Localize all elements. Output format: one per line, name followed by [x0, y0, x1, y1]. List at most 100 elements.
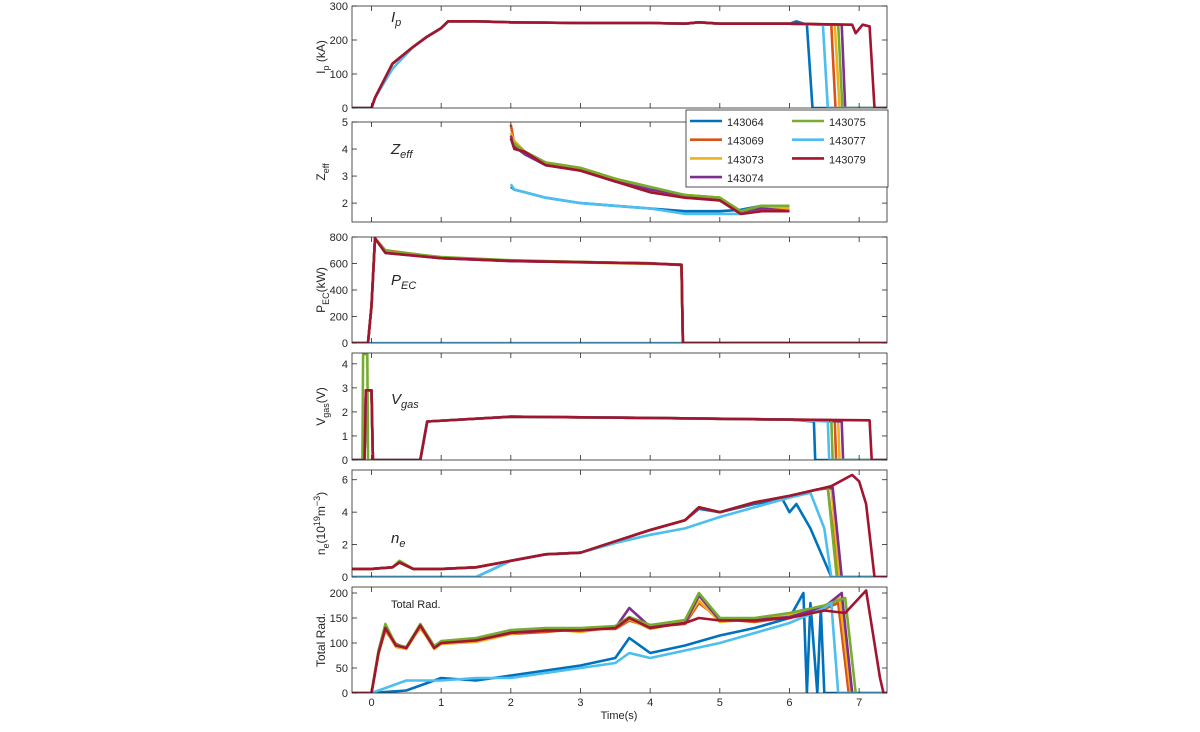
- label-part: m: [314, 506, 328, 516]
- y-tick-label: 2: [342, 198, 348, 210]
- legend-box: [685, 109, 889, 188]
- label-part: eff: [321, 163, 331, 173]
- y-tick-label: 0: [342, 455, 348, 467]
- y-axis-label: Ip (kA): [314, 40, 331, 74]
- y-tick-label: 6: [342, 475, 348, 487]
- y-tick-label: 0: [342, 688, 348, 700]
- axes-box: [351, 586, 888, 694]
- legend-label: 143073: [727, 154, 764, 166]
- x-tick-label: 1: [438, 697, 444, 709]
- label-part: (V): [314, 387, 328, 403]
- x-tick-label: 6: [786, 697, 792, 709]
- legend-label: 143079: [829, 154, 866, 166]
- label-part: Z: [390, 141, 401, 158]
- series-line: [352, 20, 887, 108]
- x-tick-label: 0: [368, 697, 374, 709]
- panel-label: PEC: [391, 272, 416, 292]
- legend-label: 143077: [829, 136, 866, 148]
- series-line: [352, 601, 887, 693]
- label-part: e: [399, 538, 405, 550]
- label-part: V: [314, 418, 328, 426]
- label-part: Z: [314, 173, 328, 180]
- label-part: (kA): [314, 40, 328, 65]
- legend-label: 143069: [727, 136, 764, 148]
- y-tick-label: 0: [342, 103, 348, 115]
- y-tick-label: 200: [330, 588, 348, 600]
- y-axis-label: Total Rad.: [314, 613, 328, 667]
- label-part: EC: [401, 280, 416, 292]
- y-tick-label: 3: [342, 383, 348, 395]
- label-part: (kW): [314, 267, 328, 292]
- y-tick-label: 1: [342, 431, 348, 443]
- label-part: I: [314, 71, 328, 74]
- legend-label: 143075: [829, 117, 866, 129]
- panel-label: Vgas: [391, 391, 419, 411]
- label-part: Total Rad.: [391, 599, 441, 611]
- y-tick-label: 400: [330, 285, 348, 297]
- y-axis-label: PEC(kW): [314, 267, 331, 313]
- x-tick-label: 2: [508, 697, 514, 709]
- series-line: [352, 237, 887, 343]
- label-part: n: [391, 530, 399, 547]
- y-tick-label: 3: [342, 171, 348, 183]
- y-axis-label: Vgas(V): [314, 387, 331, 426]
- y-tick-label: 0: [342, 572, 348, 584]
- x-axis-label: Time(s): [601, 710, 638, 722]
- y-tick-label: 600: [330, 259, 348, 271]
- label-part: p: [394, 17, 401, 29]
- y-tick-label: 2: [342, 407, 348, 419]
- y-tick-label: 200: [330, 35, 348, 47]
- y-tick-label: 150: [330, 613, 348, 625]
- y-tick-label: 2: [342, 540, 348, 552]
- series-line: [352, 589, 887, 693]
- label-part: V: [391, 391, 403, 408]
- label-part: p: [321, 65, 331, 70]
- y-tick-label: 100: [330, 69, 348, 81]
- label-part: ): [314, 492, 328, 496]
- y-axis-label: Zeff: [314, 163, 331, 181]
- series-line: [352, 389, 887, 460]
- series-line: [352, 596, 887, 693]
- series-line: [352, 473, 887, 577]
- label-part: EC: [321, 292, 331, 305]
- panel-label: ne: [391, 530, 405, 550]
- label-part: I: [391, 9, 395, 26]
- y-tick-label: 4: [342, 359, 348, 371]
- label-part: Total Rad.: [314, 613, 328, 667]
- axes-box: [351, 352, 888, 461]
- y-tick-label: 800: [330, 232, 348, 244]
- label-part: gas: [401, 399, 419, 411]
- label-part: 19: [312, 516, 322, 526]
- axes-box: [351, 469, 888, 578]
- label-part: (10: [314, 526, 328, 544]
- x-tick-label: 4: [647, 697, 653, 709]
- label-part: gas: [321, 403, 331, 418]
- legend-label: 143064: [727, 117, 764, 129]
- x-tick-label: 7: [856, 697, 862, 709]
- label-part: n: [314, 548, 328, 555]
- axes-box: [351, 5, 888, 109]
- y-tick-label: 0: [342, 338, 348, 350]
- panel-label: Ip: [391, 9, 401, 29]
- panel-label: Zeff: [390, 141, 413, 161]
- y-tick-label: 4: [342, 507, 348, 519]
- label-part: eff: [400, 149, 413, 161]
- y-tick-label: 100: [330, 638, 348, 650]
- y-tick-label: 50: [336, 663, 348, 675]
- x-tick-label: 3: [577, 697, 583, 709]
- x-tick-label: 5: [717, 697, 723, 709]
- label-part: P: [391, 272, 401, 289]
- y-axis-label: ne(1019m−3): [312, 492, 331, 555]
- y-tick-label: 4: [342, 144, 348, 156]
- y-tick-label: 200: [330, 312, 348, 324]
- y-tick-label: 5: [342, 117, 348, 129]
- panel-label: Total Rad.: [391, 599, 441, 611]
- series-line: [509, 137, 790, 216]
- label-part: −3: [312, 496, 322, 506]
- label-part: P: [314, 305, 328, 313]
- legend-label: 143074: [727, 173, 764, 185]
- label-part: e: [321, 543, 331, 548]
